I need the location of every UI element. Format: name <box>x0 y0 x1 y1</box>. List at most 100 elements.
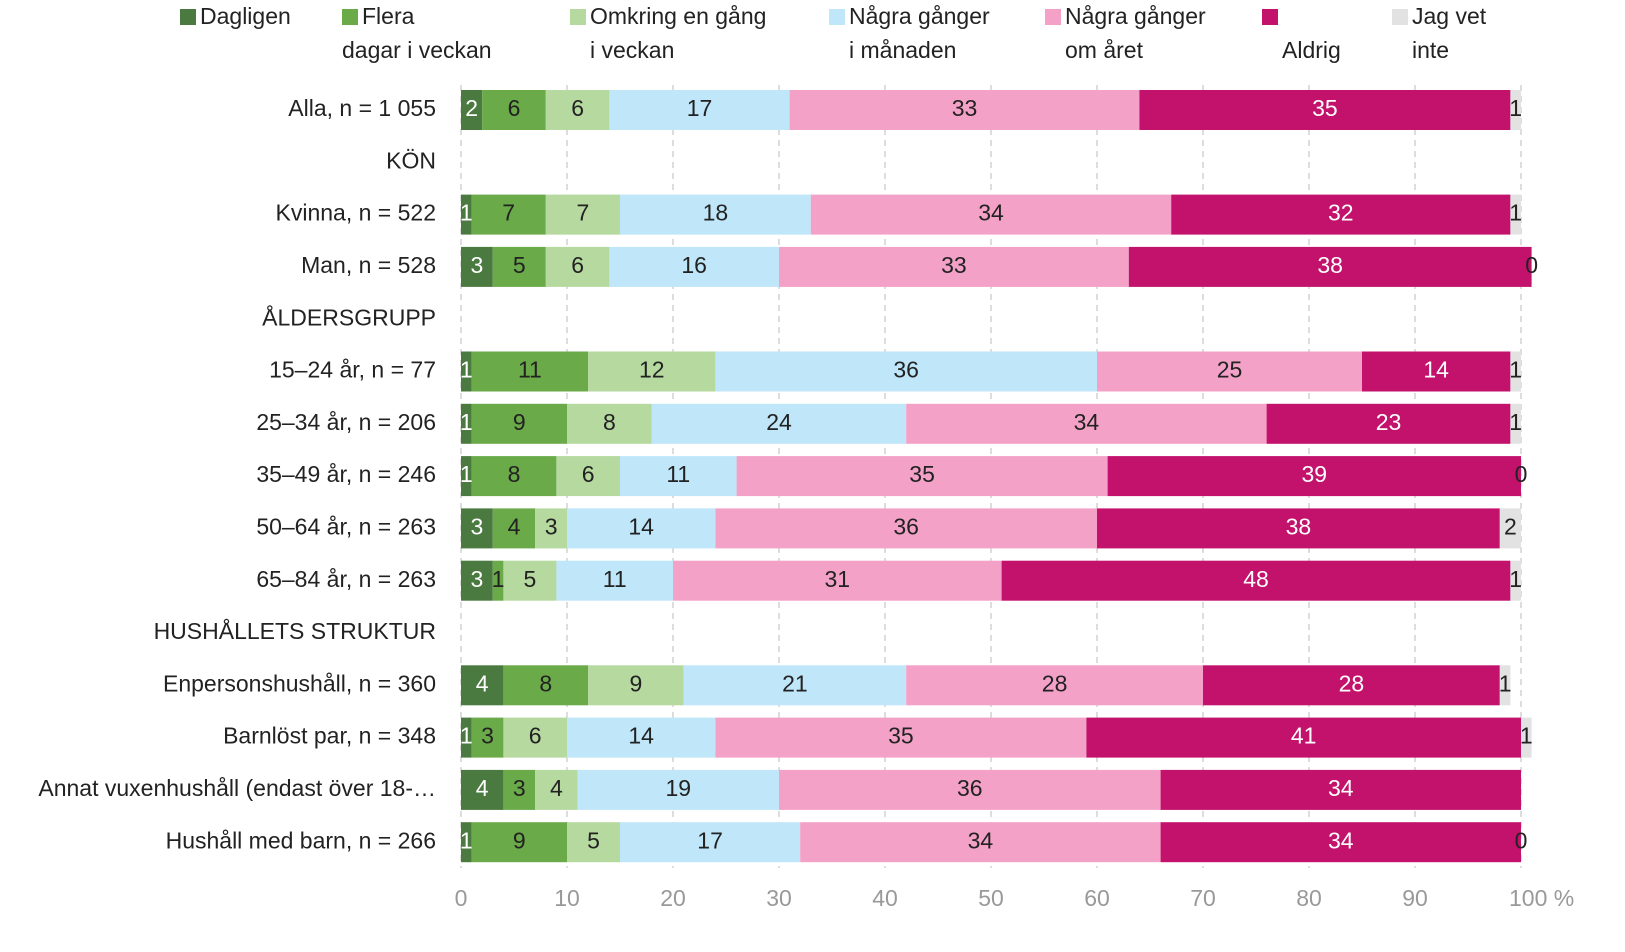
bar-segment <box>577 769 779 810</box>
value-label: 4 <box>476 670 489 696</box>
value-label: 3 <box>471 566 484 592</box>
value-label: 14 <box>628 723 654 749</box>
value-label: 5 <box>587 827 600 853</box>
bar-segment <box>471 403 567 444</box>
bar-segment <box>1139 90 1511 130</box>
value-label: 3 <box>513 775 526 801</box>
value-label: 34 <box>1328 775 1354 801</box>
bar-segment <box>1203 665 1500 706</box>
value-label: 9 <box>630 670 643 696</box>
bar-segment <box>620 194 811 235</box>
bar-segment <box>461 769 504 810</box>
bar-segment <box>1097 351 1362 392</box>
bar-segment <box>1510 351 1521 392</box>
bar-segment <box>1521 717 1532 758</box>
value-label: 4 <box>550 775 563 801</box>
value-label: 1 <box>460 723 473 749</box>
bar-segment <box>779 769 1161 810</box>
bar-segment <box>492 246 546 287</box>
bar-segment <box>482 90 546 130</box>
value-label: 36 <box>957 775 983 801</box>
bar-segment <box>535 508 567 549</box>
bar-segment <box>461 403 472 444</box>
bar-segment <box>471 351 589 392</box>
value-label: 34 <box>1074 409 1100 435</box>
bar-segment <box>535 769 578 810</box>
legend-swatch <box>1262 9 1278 25</box>
value-label: 11 <box>603 566 627 592</box>
value-label: 5 <box>524 566 537 592</box>
bar-segment <box>588 351 716 392</box>
bar-segment <box>461 665 504 706</box>
bar-segment <box>906 403 1267 444</box>
bar-segment <box>556 456 620 497</box>
value-label: 17 <box>687 95 713 121</box>
value-label: 6 <box>582 461 595 487</box>
bar-segment <box>1171 194 1511 235</box>
value-label: 1 <box>460 409 473 435</box>
value-label: 35 <box>1312 95 1338 121</box>
value-label: 41 <box>1291 723 1317 749</box>
legend-label: Jag vet inte <box>1412 3 1487 63</box>
x-tick-label: 20 <box>660 885 686 911</box>
value-label: 7 <box>502 200 515 226</box>
value-label: 1 <box>460 827 473 853</box>
bar-segment <box>1499 508 1521 549</box>
bar-segment <box>461 822 472 863</box>
bar-segment <box>609 90 790 130</box>
value-label: 38 <box>1286 513 1312 539</box>
value-label: 0 <box>1515 461 1528 487</box>
bar-segment <box>492 508 536 549</box>
bar-segment <box>545 246 610 287</box>
legend-label: Några gånger i månaden <box>849 3 990 63</box>
value-label: 25 <box>1217 357 1243 383</box>
bar-segment <box>800 822 1161 863</box>
bar-segment <box>1362 351 1511 392</box>
value-label: 2 <box>1504 513 1517 539</box>
bar-segment <box>1128 246 1532 287</box>
value-label: 1 <box>460 200 473 226</box>
x-tick-label: 90 <box>1402 885 1428 911</box>
category-label: Barnlöst par, n = 348 <box>223 723 436 749</box>
x-tick-label: 30 <box>766 885 792 911</box>
category-label: Enpersonshushåll, n = 360 <box>163 670 436 696</box>
value-label: 4 <box>508 513 521 539</box>
category-label: ÅLDERSGRUPP <box>262 303 436 330</box>
value-label: 14 <box>628 513 654 539</box>
bar-segment <box>651 403 907 444</box>
value-label: 0 <box>1525 252 1538 278</box>
value-label: 1 <box>1509 95 1522 121</box>
value-label: 35 <box>909 461 935 487</box>
bar-segment <box>810 194 1172 235</box>
value-label: 28 <box>1339 670 1365 696</box>
value-label: 1 <box>492 566 505 592</box>
bar-segment <box>1001 560 1511 601</box>
category-label: Hushåll med barn, n = 266 <box>166 827 436 853</box>
value-label: 0 <box>1515 827 1528 853</box>
legend-line: Några gånger <box>1065 3 1206 29</box>
value-label: 35 <box>888 723 914 749</box>
value-label: 21 <box>782 670 808 696</box>
value-label: 34 <box>1328 827 1354 853</box>
value-label: 1 <box>460 461 473 487</box>
category-label: 25–34 år, n = 206 <box>256 409 436 435</box>
x-tick-label: 50 <box>978 885 1004 911</box>
value-label: 1 <box>1499 670 1512 696</box>
legend-swatch <box>829 9 845 25</box>
value-label: 39 <box>1302 461 1328 487</box>
value-label: 32 <box>1328 200 1354 226</box>
bar-segment <box>620 822 801 863</box>
category-label: Man, n = 528 <box>301 252 436 278</box>
bar-segment <box>461 456 472 497</box>
x-tick-label: 60 <box>1084 885 1110 911</box>
x-tick-label: 80 <box>1296 885 1322 911</box>
bar-segment <box>736 456 1108 497</box>
value-label: 6 <box>529 723 542 749</box>
value-label: 28 <box>1042 670 1068 696</box>
bar-segment <box>1086 717 1521 758</box>
x-tick-label: 40 <box>872 885 898 911</box>
legend-line: Flera <box>362 3 415 29</box>
value-label: 6 <box>508 95 521 121</box>
value-label: 11 <box>518 357 542 383</box>
value-label: 1 <box>1509 357 1522 383</box>
